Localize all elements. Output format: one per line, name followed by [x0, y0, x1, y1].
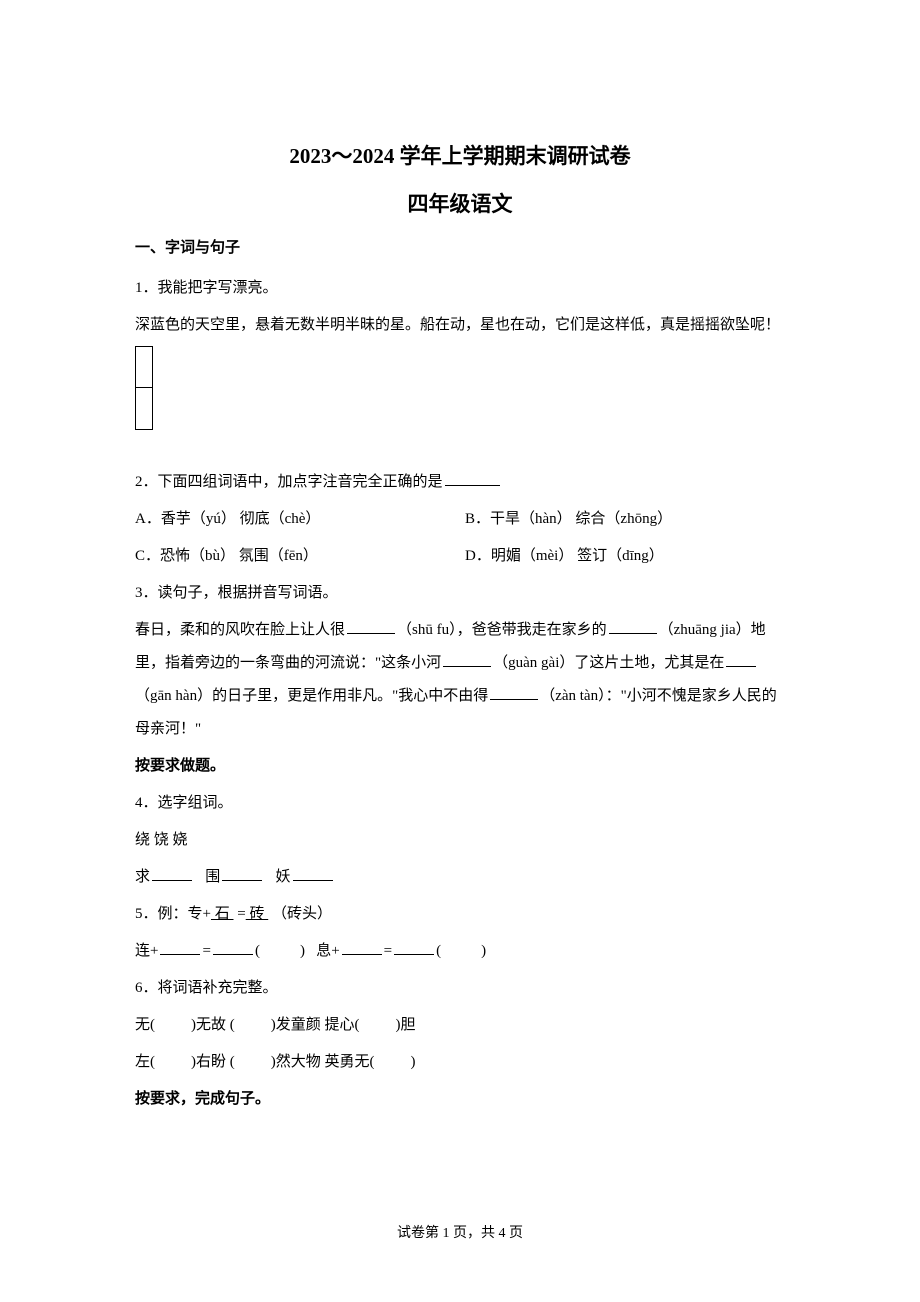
q5-blank1: [160, 940, 200, 955]
q2-option-b: B．干旱（hàn） 综合（zhōng）: [465, 503, 785, 536]
q6-number: 6．将词语补充完整。: [135, 972, 785, 1005]
q1-text: 深蓝色的天空里，悬着无数半明半昧的星。船在动，星也在动，它们是这样低，真是摇摇欲…: [135, 309, 785, 342]
q6-r1b: )无故 (: [191, 1017, 235, 1033]
q3-number: 3．读句子，根据拼音写词语。: [135, 577, 785, 610]
q2-option-a: A．香芋（yú） 彻底（chè）: [135, 503, 465, 536]
q6-row1: 无( )无故 ( )发童颜 提心( )胆: [135, 1009, 785, 1042]
q3-blank3: [443, 652, 491, 667]
q3-text: 春日，柔和的风吹在脸上让人很（shū fu），爸爸带我走在家乡的（zhuāng …: [135, 614, 785, 746]
q3-blank2: [609, 619, 657, 634]
writing-box-2: [135, 388, 153, 430]
q6-r1c: )发童颜 提心(: [271, 1017, 360, 1033]
q4-fill: 求 围 妖: [135, 861, 785, 894]
q4-word2: 围: [205, 869, 220, 885]
q6-r2b: )右盼 (: [191, 1054, 235, 1070]
q2-options-row2: C．恐怖（bù） 氛围（fēn） D．明媚（mèi） 签订（dīng）: [135, 540, 785, 573]
q5-underlined2: 砖: [246, 906, 269, 922]
q4-chars: 绕 饶 娆: [135, 824, 785, 857]
page-footer: 试卷第 1 页，共 4 页: [0, 1222, 920, 1242]
q1-number: 1．我能把字写漂亮。: [135, 272, 785, 305]
q3-blank4: [726, 652, 756, 667]
q3-blank5: [490, 685, 538, 700]
q2-blank: [445, 471, 500, 486]
q4-blank3: [293, 866, 333, 881]
q4-number: 4．选字组词。: [135, 787, 785, 820]
q2-options-row1: A．香芋（yú） 彻底（chè） B．干旱（hàn） 综合（zhōng）: [135, 503, 785, 536]
q6-r2a: 左(: [135, 1054, 155, 1070]
q2-option-d: D．明媚（mèi） 签订（dīng）: [465, 540, 785, 573]
sub-title: 四年级语文: [135, 188, 785, 218]
q5-underlined1: 石: [211, 906, 234, 922]
q5-example: 5．例：专+ 石 = 砖 （砖头）: [135, 898, 785, 931]
main-title: 2023～2024 学年上学期期末调研试卷: [135, 140, 785, 170]
q5-item1: 连+: [135, 943, 158, 959]
q3-part2: （shū fu），爸爸带我走在家乡的: [397, 622, 607, 638]
q4-blank2: [222, 866, 262, 881]
writing-boxes: [135, 346, 785, 430]
q5-item2: 息+: [316, 943, 339, 959]
q5-example-end: （砖头）: [272, 906, 332, 922]
q3-part1: 春日，柔和的风吹在脸上让人很: [135, 622, 345, 638]
q6-r1a: 无(: [135, 1017, 155, 1033]
q3-part5: （gān hàn）的日子里，更是作用非凡。"我心中不由得: [135, 688, 488, 704]
q2-stem: 2．下面四组词语中，加点字注音完全正确的是: [135, 474, 443, 490]
sub-heading-2: 按要求，完成句子。: [135, 1083, 785, 1116]
q6-r1d: )胆: [396, 1017, 416, 1033]
section-heading-1: 一、字词与句子: [135, 236, 785, 257]
q4-blank1: [152, 866, 192, 881]
q6-row2: 左( )右盼 ( )然大物 英勇无(): [135, 1046, 785, 1079]
writing-box-1: [135, 346, 153, 388]
q5-eq1: =: [237, 906, 245, 922]
q5-items: 连+=() 息+=(): [135, 935, 785, 968]
q5-blank4: [394, 940, 434, 955]
q5-prefix: 5．例：专+: [135, 906, 211, 922]
q3-part4: （guàn gài）了这片土地，尤其是在: [493, 655, 724, 671]
q6-r2c: )然大物 英勇无(: [271, 1054, 375, 1070]
sub-heading-1: 按要求做题。: [135, 750, 785, 783]
q5-blank2: [213, 940, 253, 955]
q3-blank1: [347, 619, 395, 634]
q5-blank3: [342, 940, 382, 955]
q4-word3: 妖: [276, 869, 291, 885]
q2-option-c: C．恐怖（bù） 氛围（fēn）: [135, 540, 465, 573]
q4-word1: 求: [135, 869, 150, 885]
q6-r2d: ): [411, 1054, 416, 1070]
q2-number: 2．下面四组词语中，加点字注音完全正确的是: [135, 466, 785, 499]
